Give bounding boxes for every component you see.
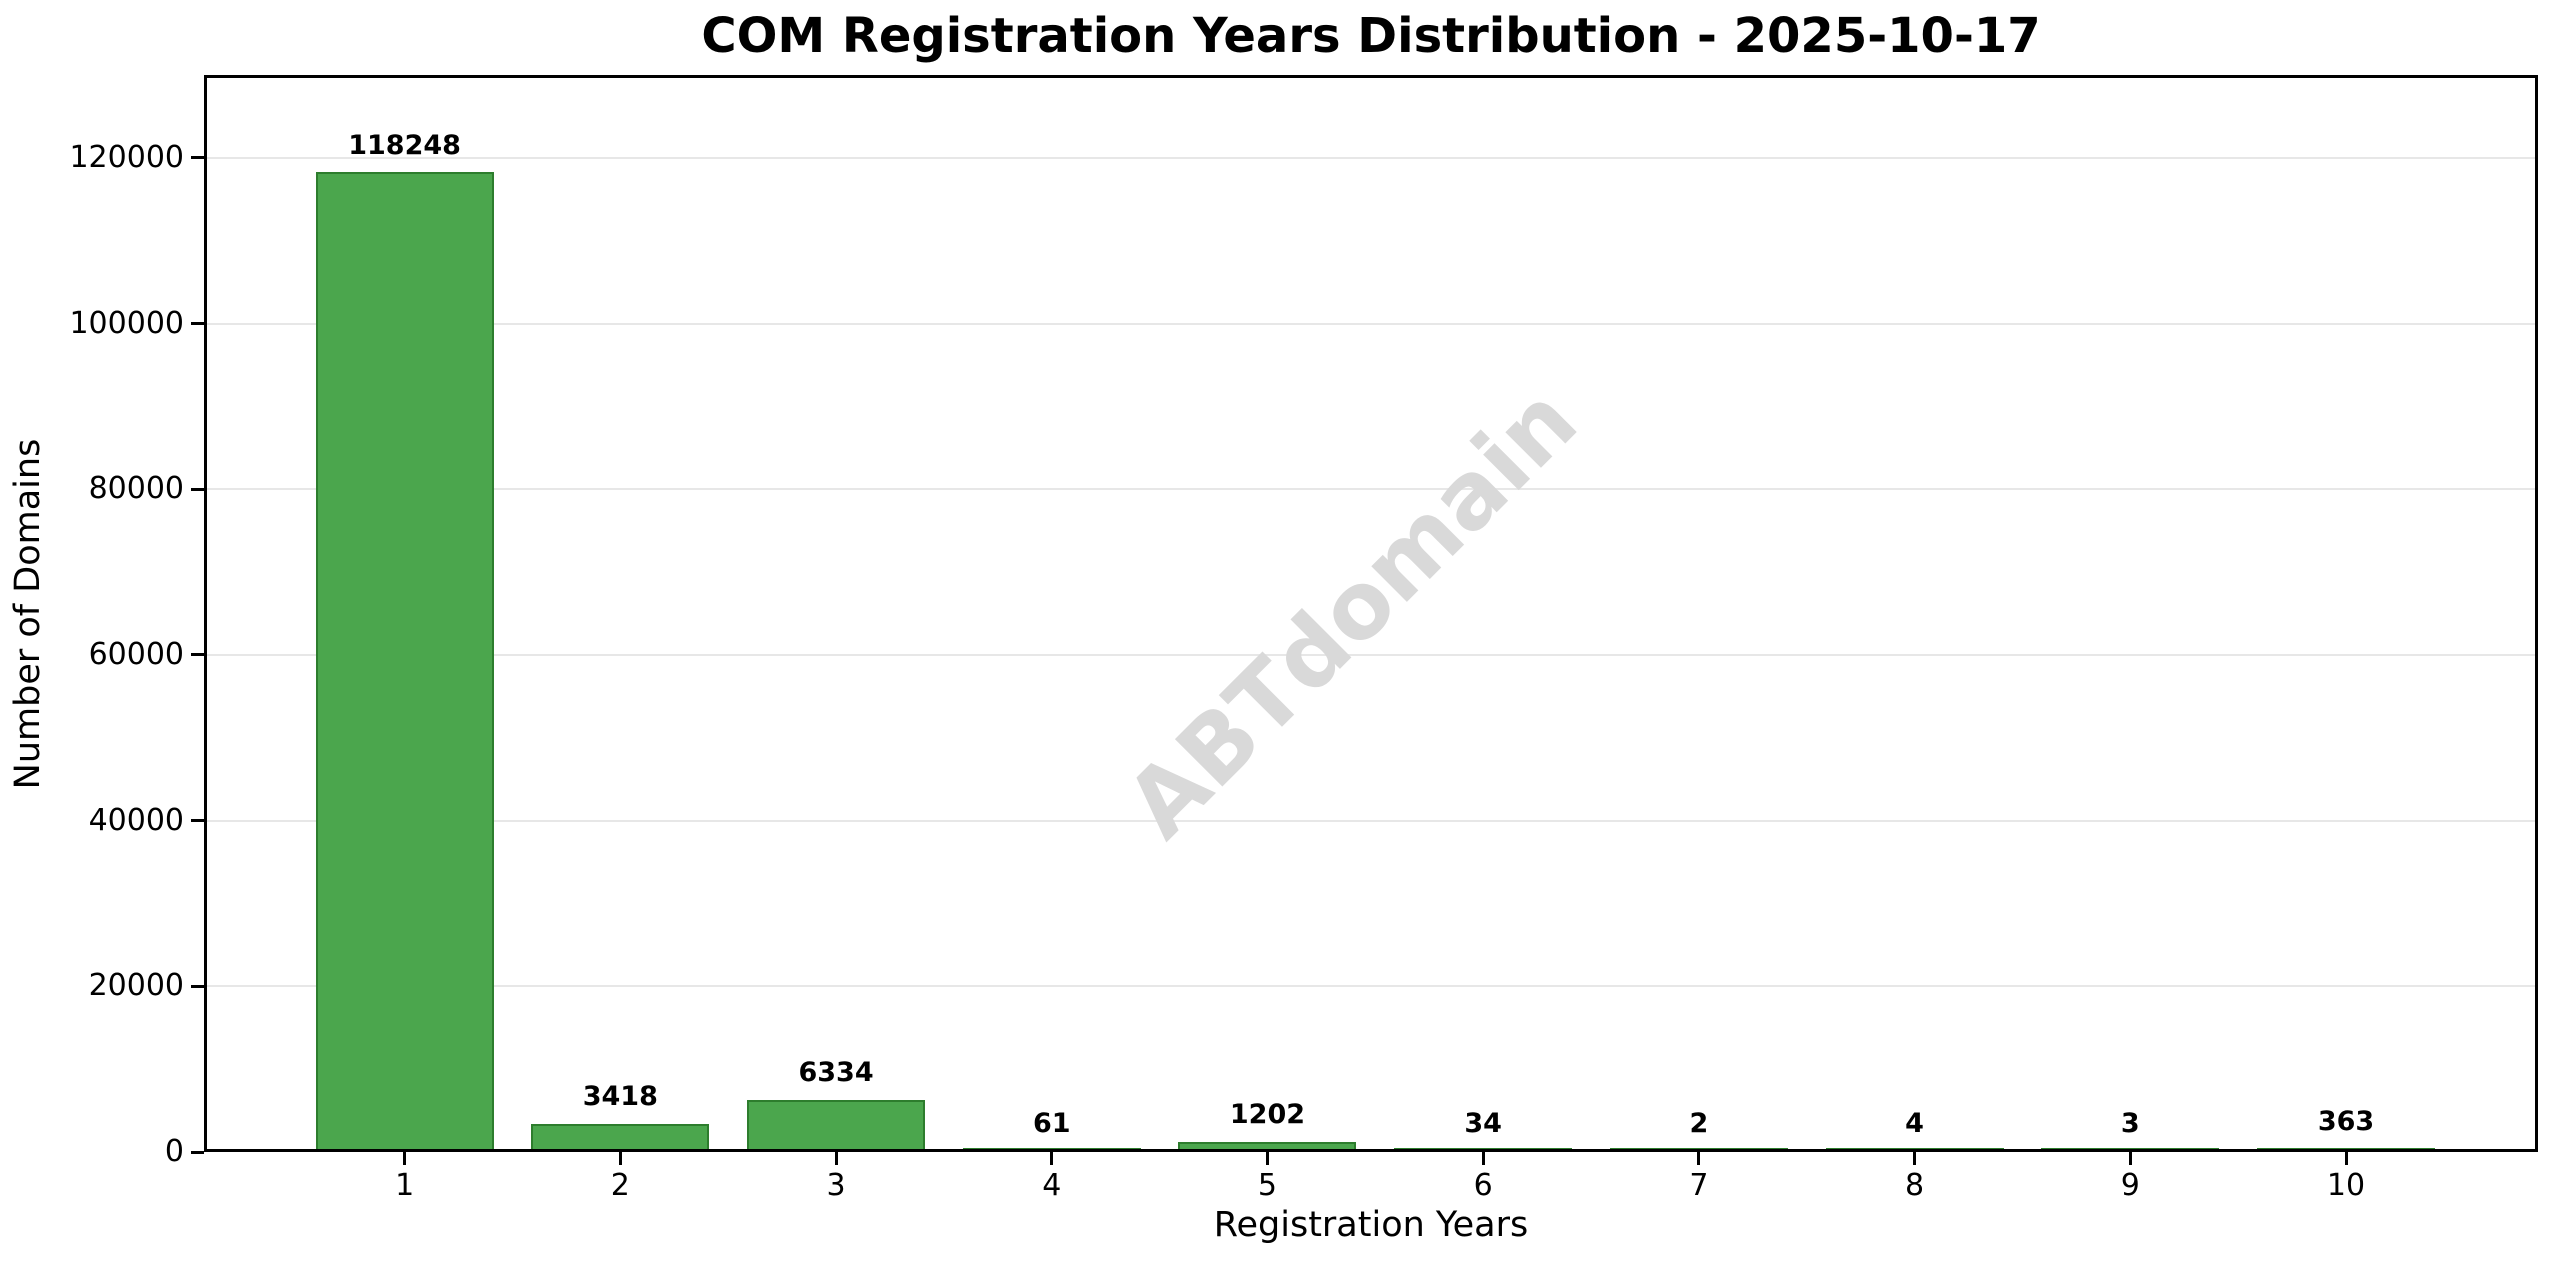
x-axis-label: Registration Years bbox=[1213, 1205, 1529, 1245]
gridline bbox=[204, 488, 2538, 491]
y-tick-label: 80000 bbox=[88, 471, 184, 507]
watermark-text: ABTdomain bbox=[1105, 366, 1598, 859]
x-tick-label: 1 bbox=[395, 1168, 415, 1203]
bar-value-label: 118248 bbox=[348, 129, 461, 161]
x-tick-label: 4 bbox=[1042, 1168, 1062, 1203]
x-tick-label: 5 bbox=[1257, 1168, 1277, 1203]
bar-year-8 bbox=[1825, 1148, 2004, 1152]
y-tick-mark bbox=[191, 1150, 204, 1154]
bar-year-3 bbox=[747, 1099, 925, 1152]
bar-value-label: 3 bbox=[2120, 1108, 2140, 1140]
bar-year-7 bbox=[1609, 1148, 1788, 1152]
x-tick-label: 2 bbox=[610, 1168, 630, 1203]
bar-value-label: 1202 bbox=[1229, 1099, 1306, 1131]
bar-value-label: 4 bbox=[1905, 1108, 1924, 1140]
x-tick-label: 6 bbox=[1473, 1168, 1493, 1203]
x-tick-label: 8 bbox=[1905, 1168, 1925, 1203]
x-tick-label: 9 bbox=[2120, 1168, 2140, 1203]
bar-year-1 bbox=[315, 172, 494, 1152]
y-tick-mark bbox=[191, 653, 204, 657]
y-tick-mark bbox=[191, 984, 204, 988]
y-tick-label: 120000 bbox=[69, 139, 184, 175]
y-tick-label: 100000 bbox=[69, 305, 184, 341]
x-tick-mark bbox=[2128, 1152, 2132, 1165]
x-tick-label: 3 bbox=[826, 1168, 846, 1203]
x-tick-mark bbox=[1265, 1152, 1269, 1165]
bar-year-5 bbox=[1178, 1142, 1357, 1152]
gridline bbox=[204, 156, 2538, 159]
plot-area: ABTdomain 118248 3418 6334 61 1202 34 2 4 3 363 bbox=[204, 75, 2538, 1152]
y-tick-label: 20000 bbox=[88, 968, 184, 1004]
x-tick-mark bbox=[834, 1152, 838, 1165]
x-tick-mark bbox=[1913, 1152, 1917, 1165]
bar-year-4 bbox=[962, 1148, 1141, 1152]
y-tick-label: 40000 bbox=[88, 802, 184, 838]
gridline bbox=[204, 322, 2538, 325]
bar-value-label: 34 bbox=[1464, 1108, 1502, 1140]
y-tick-mark bbox=[191, 156, 204, 160]
gridline bbox=[204, 985, 2538, 988]
y-tick-mark bbox=[191, 819, 204, 823]
bar-year-6 bbox=[1394, 1148, 1573, 1152]
chart-title: COM Registration Years Distribution - 20… bbox=[701, 8, 2041, 64]
y-tick-mark bbox=[191, 322, 204, 326]
bar-value-label: 363 bbox=[2317, 1106, 2375, 1138]
bar-value-label: 61 bbox=[1032, 1108, 1071, 1140]
bar-value-label: 6334 bbox=[798, 1056, 874, 1088]
x-tick-mark bbox=[618, 1152, 622, 1165]
x-tick-label: 10 bbox=[2326, 1168, 2366, 1203]
bar-value-label: 2 bbox=[1689, 1108, 1709, 1140]
x-tick-mark bbox=[1697, 1152, 1701, 1165]
bar-year-10 bbox=[2257, 1148, 2435, 1152]
x-tick-mark bbox=[1050, 1152, 1054, 1165]
gridline bbox=[204, 653, 2538, 656]
x-tick-mark bbox=[1481, 1152, 1485, 1165]
bar-year-2 bbox=[531, 1123, 710, 1152]
y-tick-mark bbox=[191, 487, 204, 491]
x-tick-mark bbox=[2344, 1152, 2348, 1165]
bar-value-label: 3418 bbox=[582, 1081, 658, 1112]
bar-year-9 bbox=[2041, 1148, 2220, 1152]
x-tick-label: 7 bbox=[1689, 1168, 1709, 1203]
y-tick-label: 60000 bbox=[88, 636, 184, 672]
x-tick-mark bbox=[403, 1152, 407, 1165]
y-tick-label: 0 bbox=[164, 1134, 184, 1169]
gridline bbox=[204, 819, 2538, 822]
